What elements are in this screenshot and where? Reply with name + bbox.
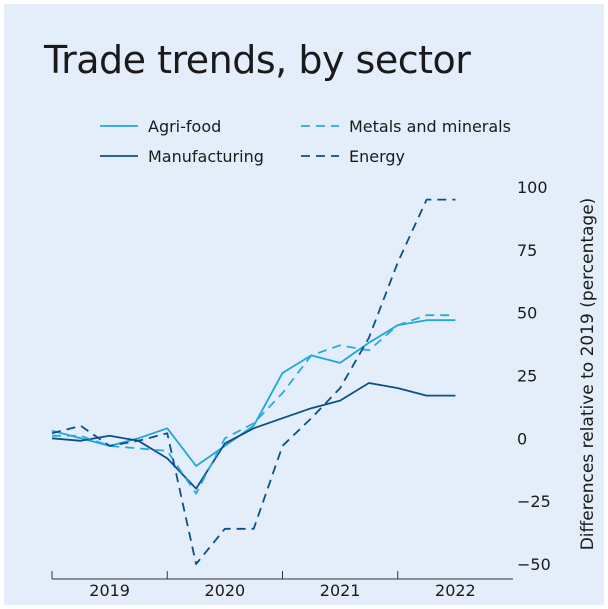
legend-label-metals-and-minerals: Metals and minerals [349, 117, 511, 136]
series-line-agri-food [51, 319, 456, 467]
series-lines [51, 198, 456, 565]
y-tick-label: −50 [517, 555, 551, 574]
legend-label-energy: Energy [349, 147, 405, 166]
x-tick-label: 2022 [435, 581, 476, 600]
x-tick-label: 2020 [205, 581, 246, 600]
y-axis: −50 −25 0 25 50 75 100 [517, 178, 551, 574]
x-axis: 2019 2020 2021 2022 [51, 571, 513, 600]
y-tick-label: 0 [517, 429, 527, 448]
y-tick-label: 25 [517, 367, 537, 386]
x-tick-label: 2019 [89, 581, 130, 600]
y-tick-label: −25 [517, 492, 551, 511]
legend-label-manufacturing: Manufacturing [148, 147, 264, 166]
series-line-manufacturing [51, 382, 456, 490]
y-tick-label: 75 [517, 241, 537, 260]
x-tick-label: 2021 [320, 581, 361, 600]
y-tick-label: 50 [517, 304, 537, 323]
y-axis-label: Differences relative to 2019 (percentage… [578, 198, 598, 551]
legend: Agri-food Manufacturing Metals and mineral… [100, 117, 511, 166]
line-chart: Agri-food Manufacturing Metals and mineral… [51, 117, 598, 600]
chart-title: Trade trends, by sector [44, 38, 471, 82]
series-line-energy [51, 198, 456, 565]
chart-panel: Trade trends, by sector Agri-food Manufac… [4, 4, 604, 605]
y-tick-label: 100 [517, 178, 548, 197]
series-line-metals-and-minerals [52, 314, 456, 495]
legend-label-agri-food: Agri-food [148, 117, 221, 136]
